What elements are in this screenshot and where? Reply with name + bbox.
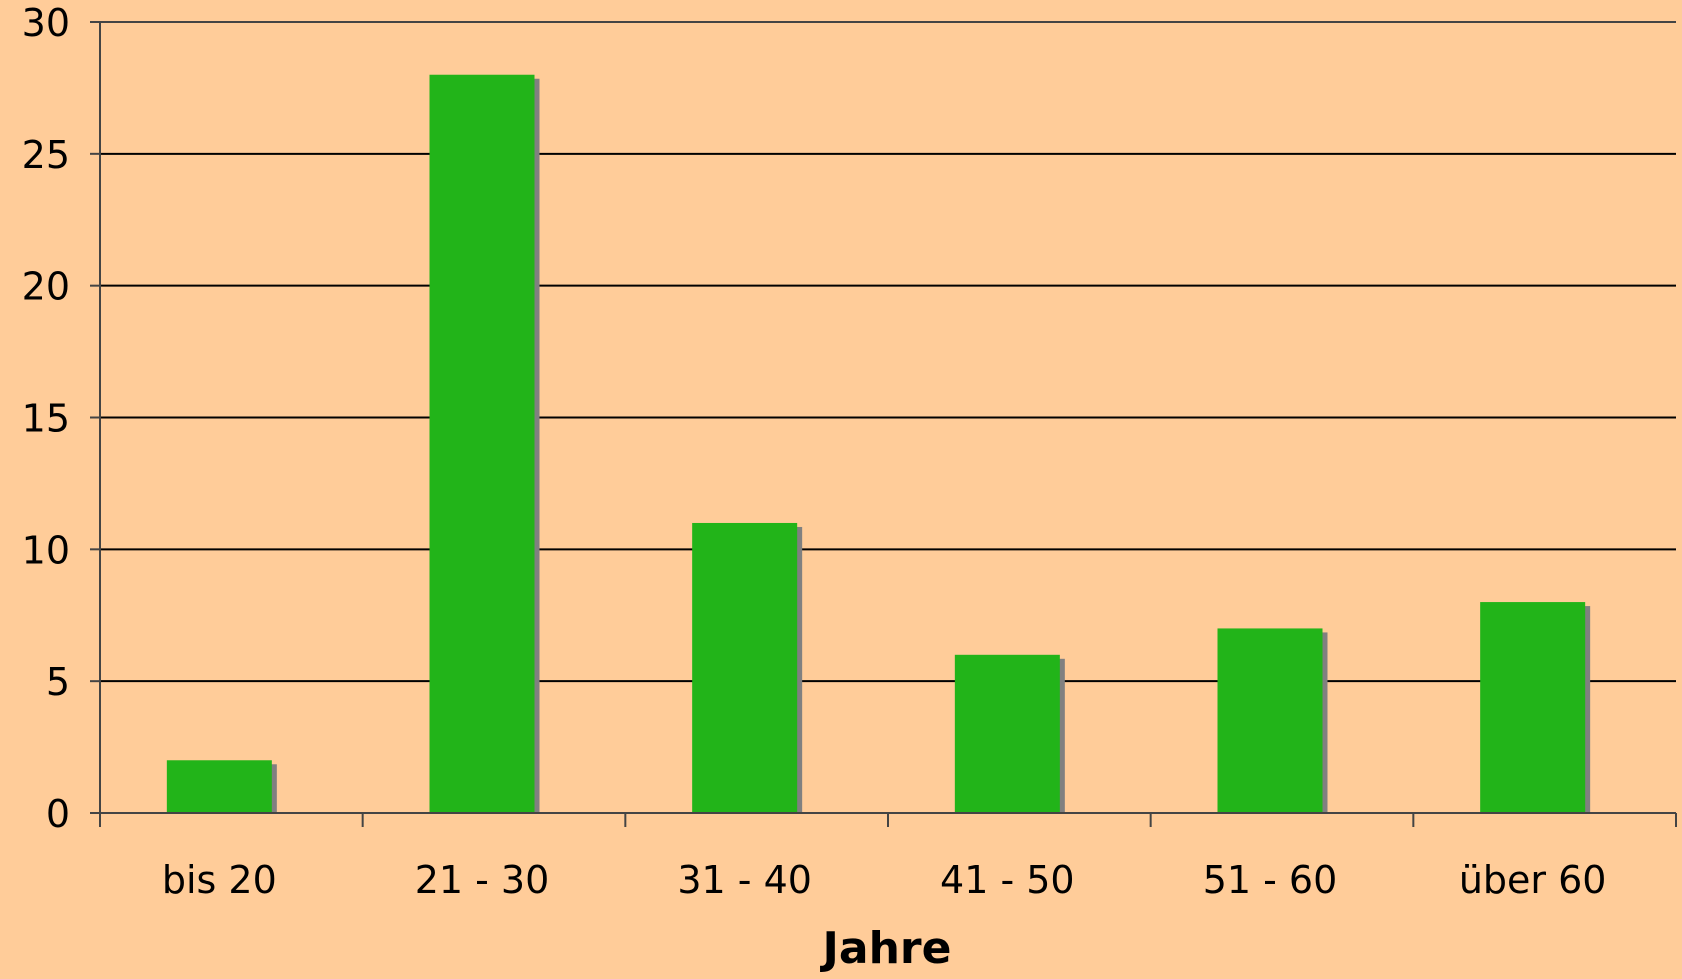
y-tick-label: 0 [46, 792, 70, 836]
gridlines [100, 21, 1676, 683]
bar [692, 522, 798, 813]
y-tick-label: 25 [22, 133, 70, 177]
x-tick-label: 21 - 30 [415, 858, 550, 902]
x-axis-title: Jahre [820, 923, 952, 974]
tick-labels: 0 5 10 15 20 25 30 bis 20 21 - 30 31 - 40 41 - 50 5… [22, 1, 1607, 902]
x-tick-label: 41 - 50 [940, 858, 1075, 902]
bar [429, 74, 535, 813]
y-tick-label: 5 [46, 660, 70, 704]
y-tick-label: 30 [22, 1, 70, 45]
axes [90, 21, 1677, 827]
bar [1480, 602, 1586, 813]
bar [166, 760, 272, 813]
y-tick-label: 10 [22, 528, 70, 572]
x-tick-label: bis 20 [162, 858, 277, 902]
bars [166, 74, 1591, 813]
bar [954, 654, 1060, 813]
x-tick-label: 31 - 40 [677, 858, 812, 902]
y-tick-label: 20 [22, 265, 70, 309]
x-tick-label: über 60 [1459, 858, 1607, 902]
bar [1217, 628, 1323, 813]
y-tick-label: 15 [22, 397, 70, 441]
x-tick-label: 51 - 60 [1203, 858, 1338, 902]
